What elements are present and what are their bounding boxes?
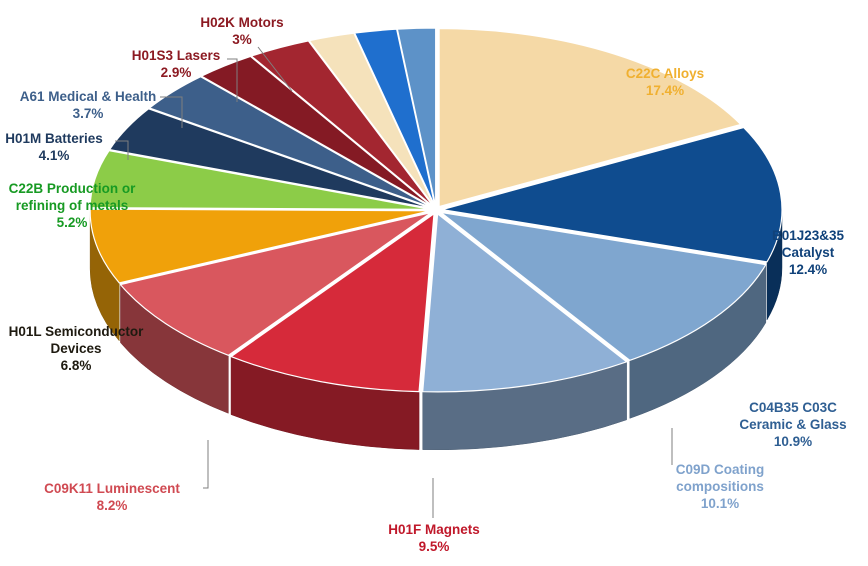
slice-label: A61 Medical & Health 3.7%	[20, 89, 157, 121]
leader-line	[115, 140, 129, 160]
pie-slice	[200, 55, 433, 208]
slice-label: C09D Coating compositions 10.1%	[676, 462, 765, 511]
leader-line	[257, 46, 293, 92]
slice-label: H01M Batteries 4.1%	[5, 131, 103, 163]
pie-slice	[119, 211, 432, 356]
pie-slice	[89, 150, 431, 210]
slice-label: C22C Alloys 17.4%	[626, 66, 704, 98]
slice-label: H01S3 Lasers 2.9%	[132, 48, 221, 80]
pie-slice	[438, 27, 742, 208]
slice-label: H01F Magnets 9.5%	[388, 522, 480, 554]
pie-slice	[108, 108, 431, 209]
pie-slice	[229, 212, 435, 393]
slice-label: C09K11 Luminescent 8.2%	[44, 481, 180, 513]
pie-slice	[89, 208, 431, 284]
pie-slice	[396, 27, 437, 207]
pie-slice	[422, 212, 628, 393]
slice-label: C04B35 C03C Ceramic & Glass 10.9%	[739, 400, 846, 449]
leader-line	[203, 440, 209, 489]
pie-slice	[308, 32, 435, 207]
leader-line	[227, 58, 238, 102]
slice-label: B01J23&35 Catalyst 12.4%	[772, 228, 845, 277]
pie-slice	[353, 28, 436, 207]
pie-slice	[441, 126, 783, 263]
pie-slice	[250, 40, 434, 207]
slice-label: H01L Semiconductor Devices 6.8%	[9, 324, 145, 373]
pie-slice	[440, 211, 767, 362]
leader-line	[160, 96, 183, 128]
slice-label: H02K Motors 3%	[200, 15, 283, 47]
slice-label: C22B Production or refining of metals 5.2%	[9, 181, 137, 230]
pie-slice	[148, 76, 432, 208]
